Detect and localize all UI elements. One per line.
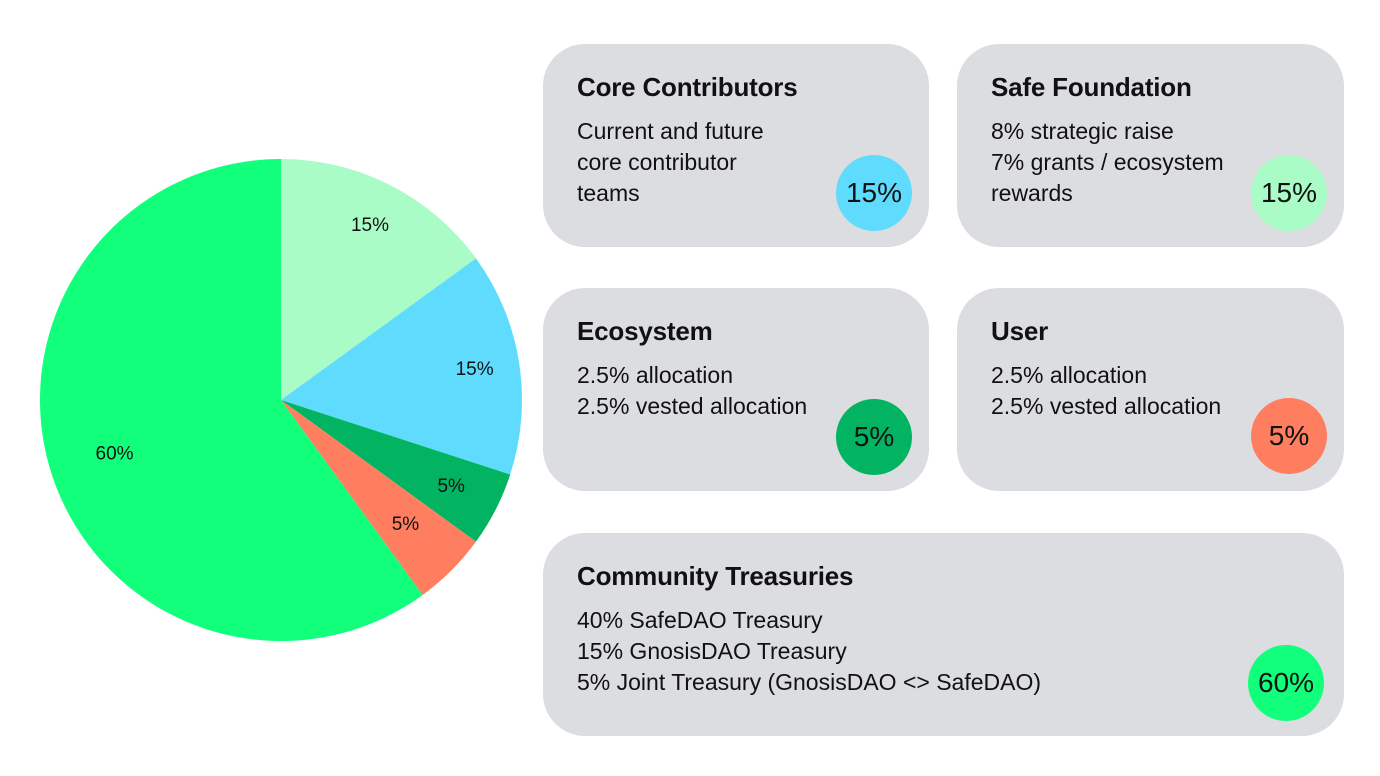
allocation-pie-chart: 15% 15% 5% 5% 60% — [40, 159, 522, 641]
percentage-badge: 15% — [836, 155, 912, 231]
percentage-badge: 5% — [1251, 398, 1327, 474]
card-title: Community Treasuries — [577, 561, 854, 591]
pie-slice-label: 60% — [96, 444, 134, 465]
percentage-badge: 5% — [836, 399, 912, 475]
user-card: User 2.5% allocation 2.5% vested allocat… — [957, 288, 1344, 491]
pie-slice-user — [281, 400, 476, 595]
card-line: 15% GnosisDAO Treasury — [577, 638, 847, 664]
card-line: rewards — [991, 180, 1073, 206]
card-line: 40% SafeDAO Treasury — [577, 607, 823, 633]
pie-slice-label: 5% — [437, 476, 465, 497]
pie-slice-core-contributors — [281, 258, 522, 475]
card-title: Safe Foundation — [991, 72, 1192, 102]
card-description: Current and future core contributor team… — [577, 116, 764, 209]
core-contributors-card: Core Contributors Current and future cor… — [543, 44, 929, 247]
card-description: 40% SafeDAO Treasury 15% GnosisDAO Treas… — [577, 605, 1041, 698]
percentage-badge: 15% — [1251, 155, 1327, 231]
pie-slice-ecosystem — [281, 400, 511, 542]
card-line: 2.5% vested allocation — [577, 393, 808, 419]
pie-slice-label: 15% — [351, 215, 389, 236]
safe-foundation-card: Safe Foundation 8% strategic raise 7% gr… — [957, 44, 1344, 247]
card-line: 8% strategic raise — [991, 118, 1174, 144]
pie-slice-label: 5% — [392, 514, 420, 535]
percentage-badge: 60% — [1248, 645, 1324, 721]
ecosystem-card: Ecosystem 2.5% allocation 2.5% vested al… — [543, 288, 929, 491]
card-description: 8% strategic raise 7% grants / ecosystem… — [991, 116, 1224, 209]
community-treasuries-card: Community Treasuries 40% SafeDAO Treasur… — [543, 533, 1344, 736]
card-line: 2.5% allocation — [991, 362, 1147, 388]
pie-slice-safe-foundation — [281, 159, 476, 400]
card-line: Current and future — [577, 118, 764, 144]
card-title: Ecosystem — [577, 316, 713, 346]
pie-slice-label: 15% — [456, 359, 494, 380]
card-description: 2.5% allocation 2.5% vested allocation — [991, 360, 1221, 422]
card-title: User — [991, 316, 1049, 346]
card-line: 7% grants / ecosystem — [991, 149, 1224, 175]
card-line: core contributor — [577, 149, 737, 175]
card-description: 2.5% allocation 2.5% vested allocation — [577, 360, 807, 422]
card-title: Core Contributors — [577, 72, 798, 102]
card-line: 2.5% allocation — [577, 362, 733, 388]
card-line: teams — [577, 180, 640, 206]
pie-slice-community-treasuries — [40, 159, 423, 641]
card-line: 5% Joint Treasury (GnosisDAO <> SafeDAO) — [577, 669, 1042, 695]
card-line: 2.5% vested allocation — [991, 393, 1222, 419]
